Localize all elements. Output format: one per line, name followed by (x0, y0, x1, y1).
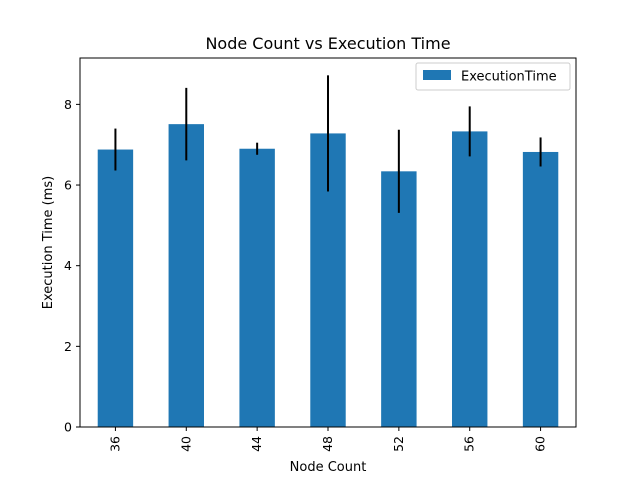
bar-44 (239, 148, 275, 427)
x-tick-label-44: 44 (249, 436, 264, 452)
x-axis-label: Node Count (290, 460, 367, 475)
bar-40 (168, 124, 204, 428)
y-axis-label: Execution Time (ms) (41, 176, 56, 309)
bar-36 (97, 149, 134, 428)
legend-label-executiontime: ExecutionTime (461, 70, 557, 85)
x-tick-label-60: 60 (533, 436, 548, 452)
y-tick-label-0: 0 (64, 420, 72, 435)
x-tick-label-56: 56 (462, 436, 477, 452)
bar-56 (452, 131, 488, 427)
y-tick-label-8: 8 (64, 97, 72, 112)
legend: ExecutionTime (415, 62, 571, 91)
x-tick-label-40: 40 (178, 436, 193, 452)
legend-box (415, 62, 571, 91)
x-tick-label-36: 36 (107, 436, 122, 452)
error-bars-layer (114, 75, 542, 213)
y-tick-label-6: 6 (64, 178, 72, 193)
y-axis: 0 2 4 6 8 (64, 97, 80, 435)
bar-60 (522, 151, 559, 427)
chart-title: Node Count vs Execution Time (205, 34, 450, 53)
x-tick-label-52: 52 (391, 436, 406, 452)
x-axis: 36 40 44 48 52 56 60 (107, 427, 548, 452)
y-tick-label-4: 4 (64, 258, 72, 273)
x-tick-label-48: 48 (320, 436, 335, 452)
bar-52 (381, 171, 417, 427)
y-tick-label-2: 2 (64, 339, 72, 354)
legend-swatch (423, 70, 451, 80)
